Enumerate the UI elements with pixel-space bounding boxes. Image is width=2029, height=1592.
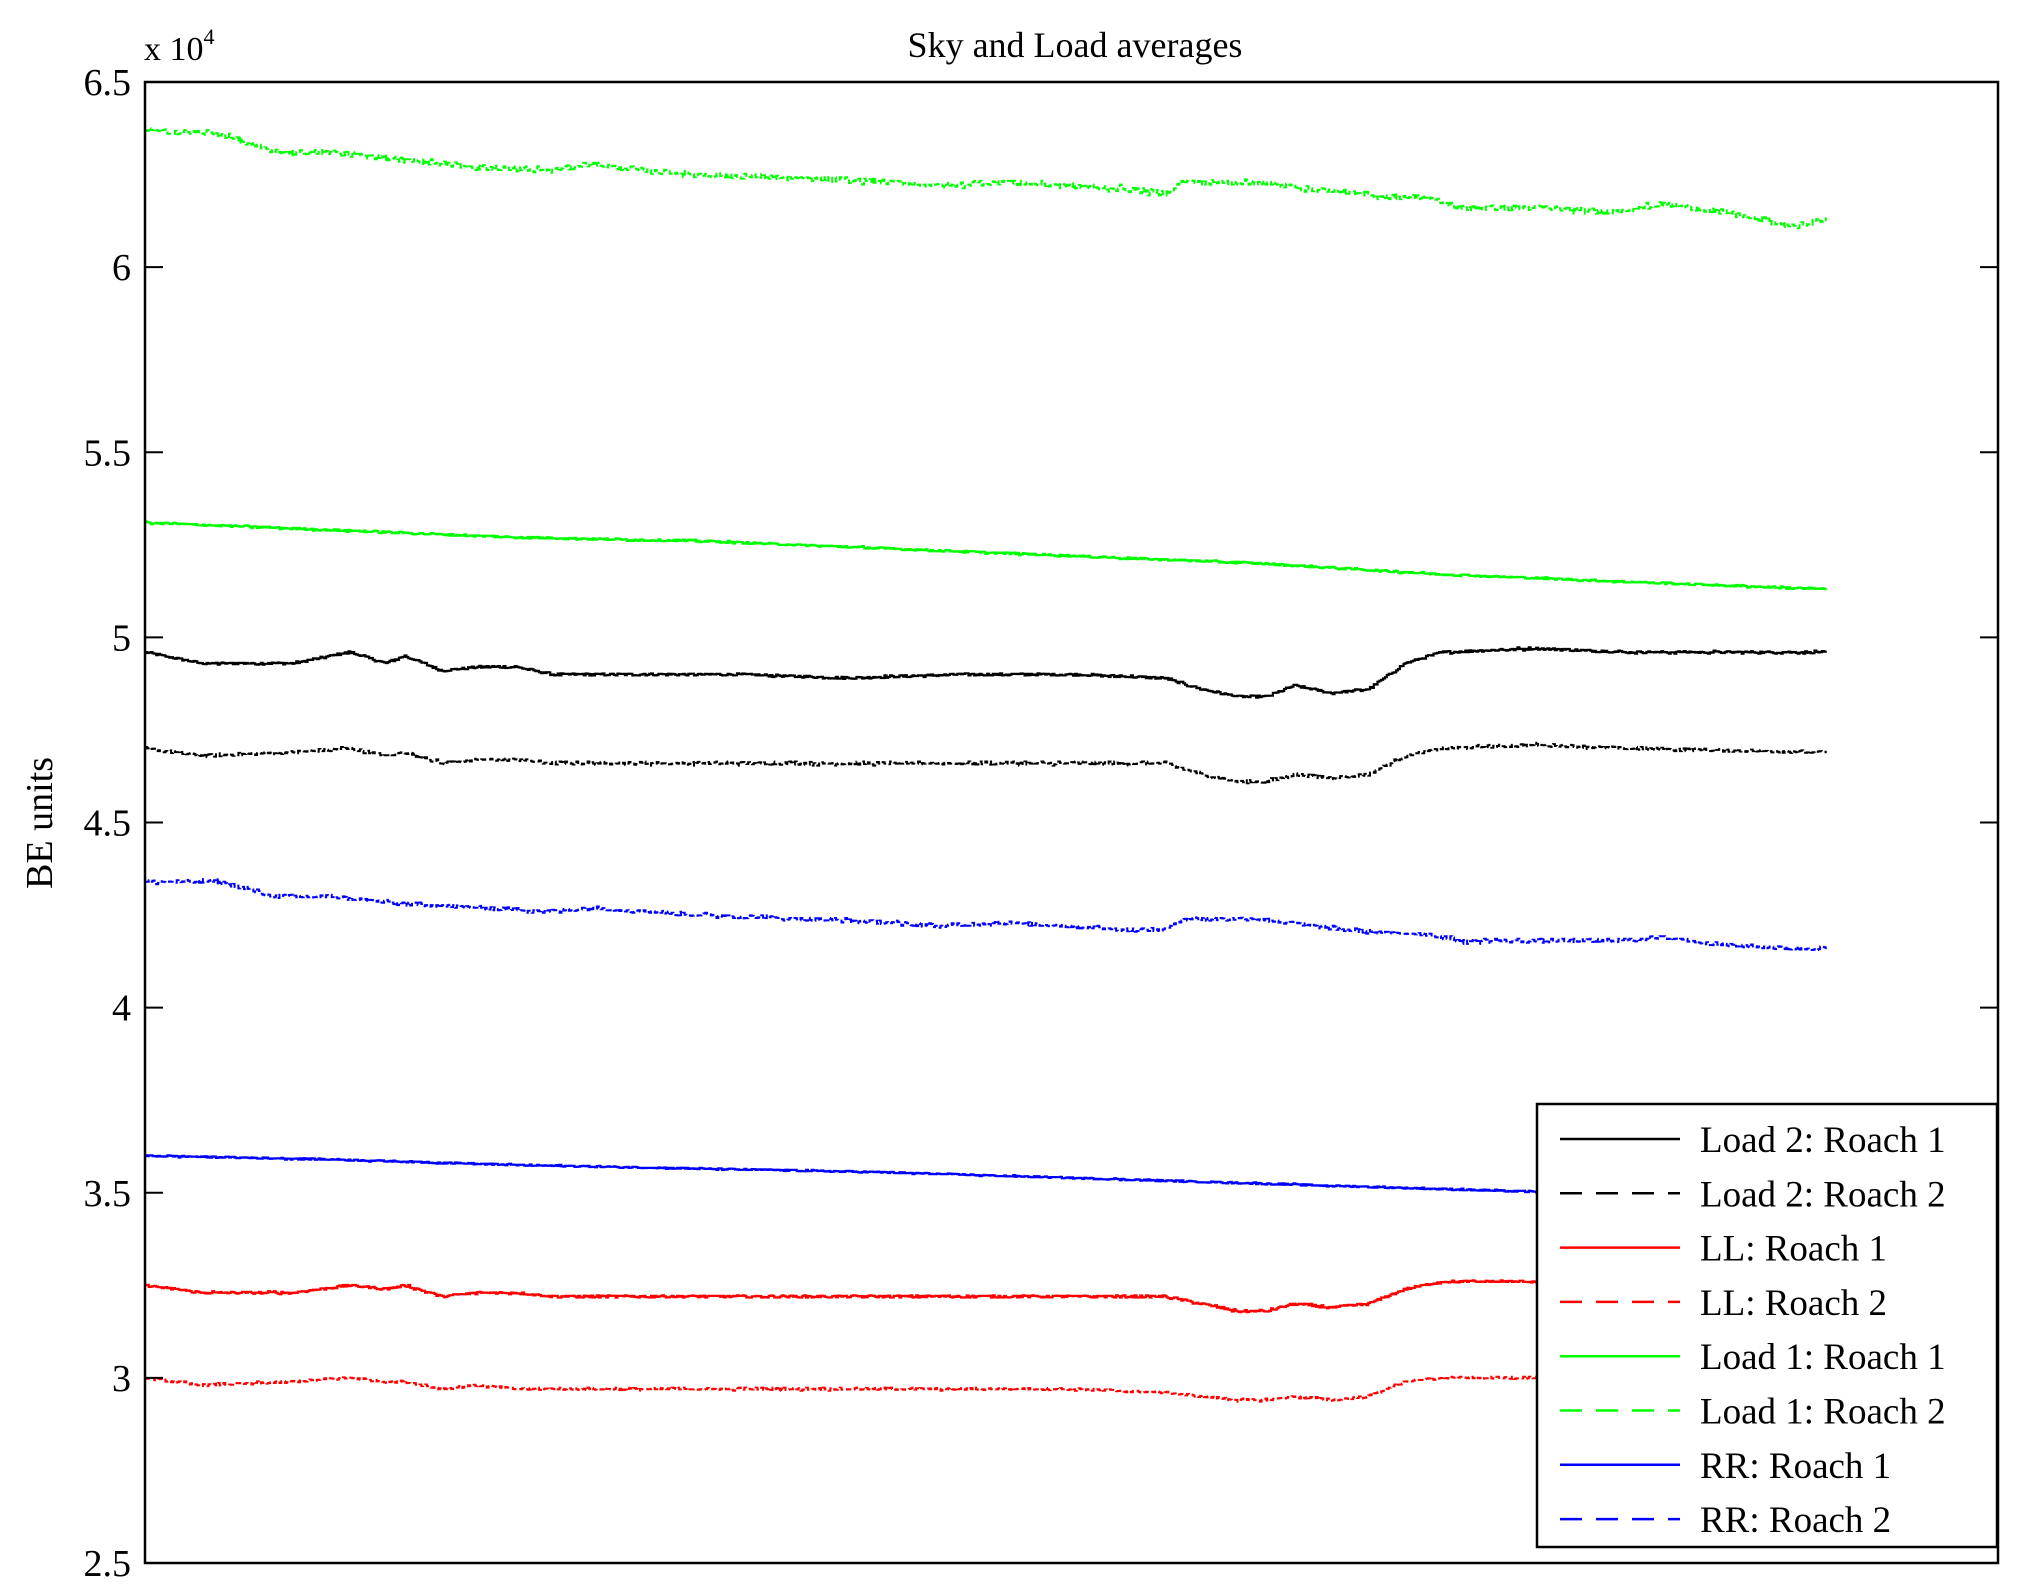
legend-entry: LL: Roach 2	[1560, 1283, 1887, 1324]
legend: Load 2: Roach 1 Load 2: Roach 2 LL: Roach …	[1535, 1102, 1999, 1549]
legend-box	[1535, 1102, 1999, 1549]
legend-entry: Load 1: Roach 1	[1560, 1337, 1946, 1378]
series-line-load-1-roach-2	[145, 127, 1827, 230]
legend-label: Load 2: Roach 2	[1700, 1174, 1946, 1215]
y-multiplier-exponent: 4	[204, 24, 215, 49]
legend-label: LL: Roach 1	[1700, 1229, 1887, 1270]
y-tick-label: 2.5	[84, 1543, 132, 1585]
y-tick-label: 4.5	[84, 803, 132, 845]
legend-label: LL: Roach 2	[1700, 1283, 1887, 1324]
y-tick-label: 6	[112, 247, 131, 289]
legend-label: Load 1: Roach 1	[1700, 1337, 1946, 1378]
legend-items: Load 2: Roach 1 Load 2: Roach 2 LL: Roach …	[1560, 1120, 1946, 1541]
y-tick-label: 3	[112, 1358, 131, 1400]
series-line-rr-roach-2	[145, 878, 1827, 951]
y-tick-label: 3.5	[84, 1173, 132, 1215]
legend-label: Load 2: Roach 1	[1700, 1120, 1946, 1161]
legend-label: RR: Roach 1	[1700, 1446, 1891, 1487]
legend-label: Load 1: Roach 2	[1700, 1392, 1946, 1433]
legend-entry: LL: Roach 1	[1560, 1229, 1887, 1270]
series-line-load-1-roach-1	[145, 520, 1827, 591]
legend-entry: RR: Roach 2	[1560, 1500, 1891, 1541]
legend-entry: Load 1: Roach 2	[1560, 1392, 1946, 1433]
legend-entry: RR: Roach 1	[1560, 1446, 1891, 1487]
series-line-load-2-roach-2	[145, 741, 1827, 785]
y-tick-label: 5	[112, 617, 131, 659]
series-line-load-2-roach-1	[145, 646, 1827, 699]
legend-entry: Load 2: Roach 2	[1560, 1174, 1946, 1215]
legend-label: RR: Roach 2	[1700, 1500, 1891, 1541]
y-tick-label: 4	[112, 988, 131, 1030]
plot-area-frame	[143, 80, 2000, 1565]
legend-entry: Load 2: Roach 1	[1560, 1120, 1946, 1161]
y-tick-label: 5.5	[84, 432, 132, 474]
y-axis-label: BE units	[19, 757, 61, 889]
y-tick-label: 6.5	[84, 62, 132, 104]
chart-title: Sky and Load averages	[908, 25, 1243, 65]
y-multiplier-prefix: x 10	[144, 31, 204, 68]
y-multiplier-label: x 104	[144, 24, 215, 68]
